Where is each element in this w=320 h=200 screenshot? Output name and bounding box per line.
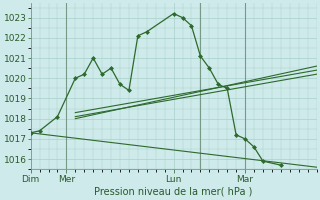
X-axis label: Pression niveau de la mer( hPa ): Pression niveau de la mer( hPa ): [94, 187, 253, 197]
